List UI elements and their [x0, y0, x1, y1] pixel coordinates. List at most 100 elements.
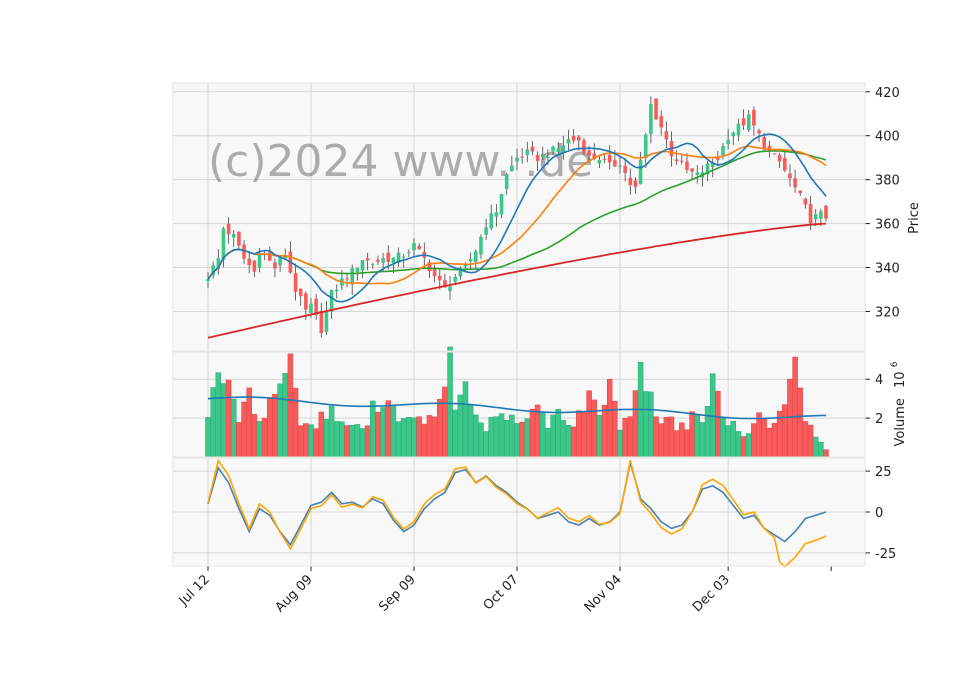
candle-up	[221, 228, 226, 260]
volume-bar-up	[205, 417, 211, 458]
volume-bar-down	[576, 410, 582, 458]
volume-bar-down	[272, 394, 278, 458]
candle-down	[628, 177, 633, 186]
ma200-line	[207, 222, 827, 339]
candle-down	[803, 198, 808, 205]
candle-down	[685, 161, 689, 170]
candle-up	[551, 146, 555, 152]
candle-up	[510, 165, 514, 172]
candle-up	[710, 162, 715, 168]
volume-bar-down	[437, 398, 443, 458]
volume-bar-up	[467, 404, 474, 458]
volume-bar-down	[622, 418, 628, 458]
volume-bar-down	[267, 397, 273, 458]
volume-bar-down	[761, 417, 767, 458]
candle-up	[407, 252, 411, 254]
volume-bar-down	[261, 417, 268, 458]
volume-bar-down	[782, 404, 788, 458]
candle-down	[365, 258, 370, 261]
candle-down	[808, 204, 813, 224]
volume-bar-up	[812, 436, 819, 458]
volume-bar-up	[395, 421, 402, 458]
candle-down	[520, 156, 524, 158]
candle-down	[623, 165, 627, 173]
volume-bar-up	[462, 381, 469, 458]
candle-up	[638, 159, 643, 185]
volume-bar-down	[673, 430, 680, 458]
volume-bar-down	[241, 401, 247, 458]
volume-bar-up	[493, 416, 500, 458]
candle-up	[566, 139, 571, 144]
volume-bar-up	[648, 391, 654, 458]
volume-bar-down	[586, 390, 592, 458]
volume-ma-line	[207, 396, 827, 420]
volume-bar-down	[601, 404, 608, 458]
volume-bar-down	[251, 413, 258, 458]
candle-up	[468, 258, 473, 262]
volume-bar-up	[478, 422, 484, 458]
candle-up	[499, 194, 504, 215]
candle-up	[736, 123, 741, 136]
candle-down	[577, 136, 581, 141]
candle-up	[494, 212, 499, 217]
candle-up	[489, 213, 494, 229]
candle-down	[793, 178, 797, 188]
oscillator-y-tick-label: -25	[875, 547, 896, 562]
volume-bar-down	[431, 416, 438, 458]
candle-down	[298, 288, 303, 297]
volume-bar-up	[488, 417, 494, 458]
candle-down	[314, 298, 318, 315]
candle-down	[824, 205, 828, 219]
volume-bar-up	[498, 413, 505, 458]
candle-down	[633, 180, 638, 187]
volume-bar-up	[308, 424, 314, 458]
volume-bar-down	[344, 425, 350, 458]
volume-bar-up	[725, 425, 731, 458]
oscillator-panel-border	[172, 457, 866, 567]
candle-down	[607, 155, 612, 163]
candle-up	[355, 268, 360, 272]
x-tick-label: Aug 09	[273, 572, 316, 615]
candle-up	[695, 172, 700, 175]
volume-bar-up	[694, 414, 700, 458]
candle-down	[602, 158, 607, 160]
volume-bar-up	[514, 423, 520, 458]
candle-up	[401, 256, 406, 258]
candle-down	[427, 262, 432, 272]
candle-up	[746, 114, 751, 131]
volume-bar-up	[411, 417, 417, 458]
volume-label-text: Volume	[893, 398, 908, 446]
candle-up	[463, 263, 468, 267]
candle-up	[540, 153, 545, 158]
candle-up	[731, 132, 736, 137]
candle-down	[592, 153, 597, 160]
candle-up	[257, 254, 262, 268]
volume-axis-label: Volume 10 6	[890, 361, 908, 446]
candle-down	[293, 273, 298, 292]
volume-bar-down	[606, 378, 613, 458]
volume-bar-down	[766, 427, 773, 458]
watermark-text: (c)2024 www. .de	[208, 136, 593, 187]
candle-down	[242, 244, 246, 259]
candle-down	[376, 259, 380, 262]
volume-bar-down	[632, 390, 639, 458]
candle-down	[674, 159, 679, 162]
volume-bar-up	[720, 417, 726, 458]
candle-up	[474, 251, 478, 263]
volume-y-tick-label: 2	[875, 412, 883, 427]
volume-bar-up	[328, 405, 335, 458]
candle-down	[690, 168, 694, 172]
volume-bar-up	[704, 406, 711, 458]
volume-bar-down	[715, 391, 721, 458]
candle-up	[412, 243, 416, 251]
candle-up	[453, 276, 457, 282]
volume-bar-up	[390, 406, 397, 458]
volume-bar-up	[699, 422, 706, 458]
volume-bar-down	[591, 399, 597, 458]
volume-bar-down	[385, 400, 391, 458]
candle-down	[762, 137, 766, 149]
volume-bar-up	[555, 408, 561, 458]
volume-bar-down	[287, 353, 294, 458]
candle-up	[643, 134, 648, 159]
